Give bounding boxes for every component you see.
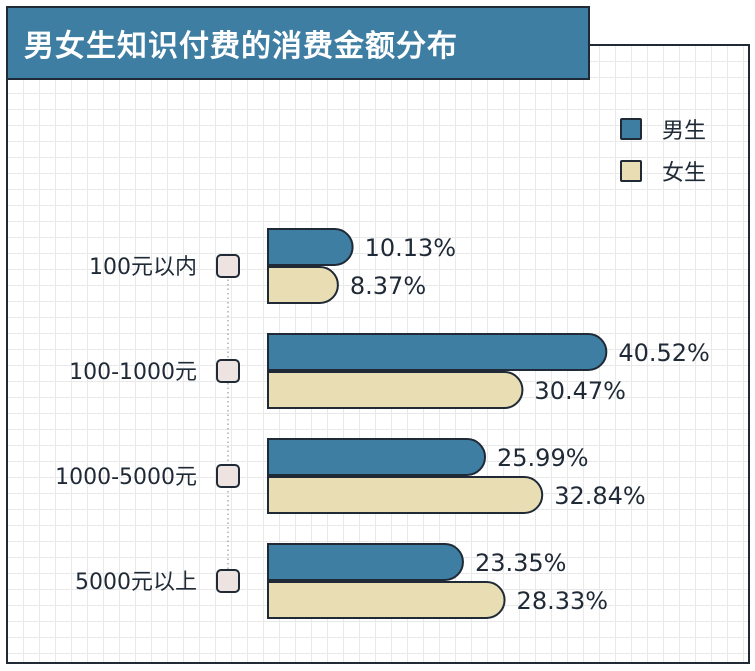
bar-female [267,581,506,619]
data-label-male: 40.52% [618,339,710,367]
category-marker [216,464,240,488]
bar-male [267,438,487,476]
legend-label-male: 男生 [662,119,707,144]
data-label-female: 30.47% [534,377,626,405]
bar-male [267,333,608,371]
category-label: 5000元以上 [75,570,197,595]
data-label-female: 32.84% [554,482,646,510]
legend-label-female: 女生 [662,161,707,186]
bar-male [267,543,464,581]
category-label: 100元以内 [89,255,197,280]
data-label-male: 23.35% [475,549,567,577]
bar-male [267,228,354,266]
bar-female [267,371,524,409]
category-marker [216,569,240,593]
legend-swatch-male [620,118,642,140]
legend-swatch-female [620,160,642,182]
data-label-male: 10.13% [365,234,457,262]
legend-item-male: 男生 [620,116,707,144]
data-label-male: 25.99% [497,444,589,472]
chart-title: 男女生知识付费的消费金额分布 [24,29,458,64]
legend-item-female: 女生 [620,158,707,186]
category-marker [216,254,240,278]
category-marker [216,359,240,383]
category-label: 100-1000元 [69,360,197,385]
bar-female [267,266,339,304]
data-label-female: 28.33% [517,587,609,615]
bar-female [267,476,544,514]
data-label-female: 8.37% [350,272,426,300]
legend: 男生 女生 [620,116,706,200]
title-banner: 男女生知识付费的消费金额分布 [6,6,590,80]
category-label: 1000-5000元 [55,465,197,490]
